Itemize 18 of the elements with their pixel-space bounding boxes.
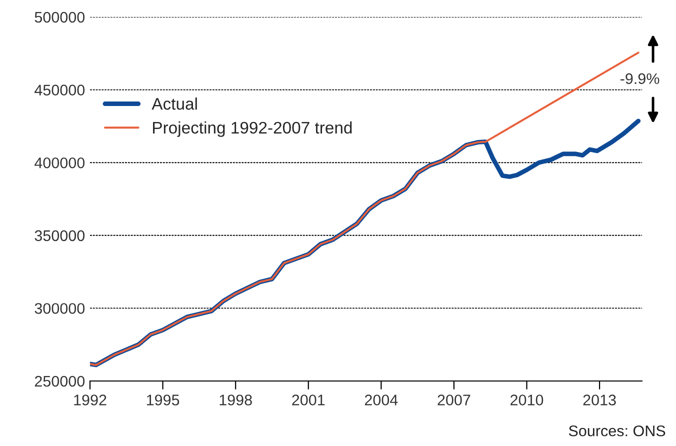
x-tick-label: 2001 bbox=[292, 394, 325, 406]
source-note: Sources: ONS bbox=[568, 425, 666, 436]
annotation: -9.9% bbox=[620, 73, 660, 84]
y-tick-label: 300000 bbox=[34, 303, 85, 314]
legend-label: Projecting 1992-2007 trend bbox=[153, 121, 352, 137]
x-tick-label: 1995 bbox=[146, 394, 180, 406]
x-tick-label: 1992 bbox=[74, 394, 106, 406]
y-tick-label: 400000 bbox=[34, 157, 85, 168]
y-tick-label: 350000 bbox=[34, 230, 85, 242]
x-tick-label: 2007 bbox=[438, 394, 470, 406]
x-tick-label: 2010 bbox=[510, 394, 544, 406]
x-tick-label: 2013 bbox=[583, 394, 616, 406]
y-tick-label: 250000 bbox=[34, 376, 85, 387]
x-tick-label: 2004 bbox=[364, 394, 398, 406]
legend-label: Actual bbox=[152, 98, 197, 110]
y-tick-label: 500000 bbox=[34, 12, 85, 23]
x-tick-label: 1998 bbox=[220, 394, 252, 406]
y-tick-label: 450000 bbox=[34, 84, 85, 96]
